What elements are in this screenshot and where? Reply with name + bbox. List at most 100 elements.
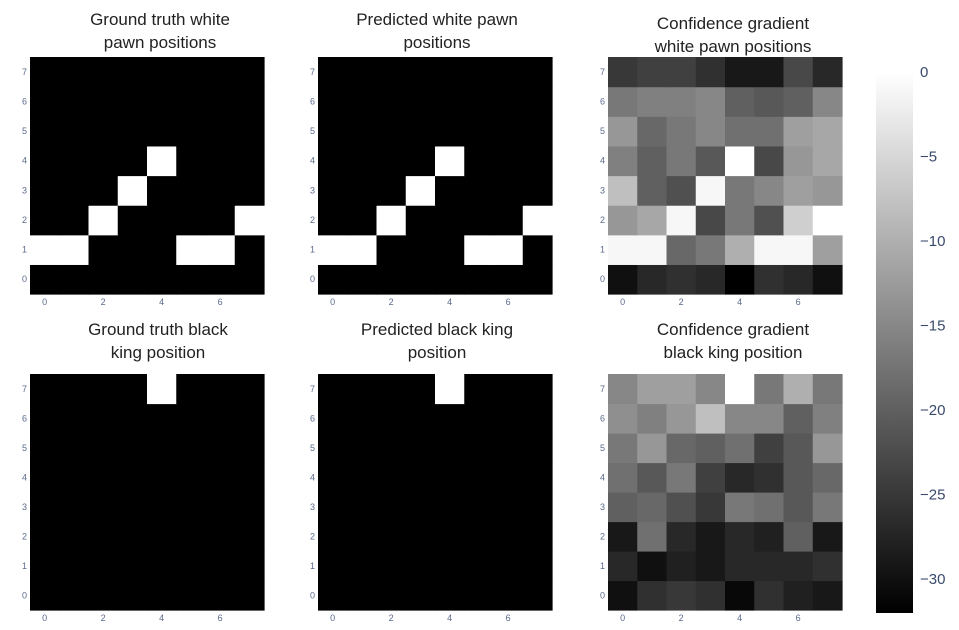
- heatmap-cell: [405, 492, 436, 523]
- y-tick-label: 0: [22, 590, 27, 600]
- heatmap-cell: [176, 403, 207, 434]
- heatmap-cell: [695, 433, 726, 464]
- y-tick-label: 4: [22, 156, 27, 166]
- heatmap-cell: [147, 521, 177, 552]
- heatmap-cell: [435, 175, 465, 206]
- heatmap-cell: [147, 57, 177, 88]
- heatmap-cell: [347, 205, 378, 236]
- heatmap-cell: [754, 580, 785, 611]
- heatmap-cell: [812, 492, 843, 523]
- heatmap-cell: [754, 551, 785, 582]
- heatmap-cell: [88, 462, 119, 493]
- heatmap-cell: [608, 145, 638, 177]
- y-tick-label: 6: [600, 413, 605, 423]
- heatmap-cell: [347, 234, 378, 265]
- heatmap-cell: [754, 374, 785, 405]
- heatmap-cell: [30, 86, 60, 117]
- heatmap-cell: [205, 580, 236, 611]
- heatmap-cell: [435, 145, 465, 177]
- panel-6-title-line-2: black king position: [664, 343, 803, 362]
- heatmap-cell: [117, 433, 148, 464]
- heatmap-cell: [725, 521, 755, 552]
- heatmap-cell: [205, 57, 236, 88]
- x-tick-label: 6: [506, 297, 511, 307]
- y-tick-label: 2: [600, 531, 605, 541]
- heatmap-cell: [637, 374, 668, 405]
- heatmap-cell: [318, 551, 348, 582]
- y-tick-label: 2: [22, 531, 27, 541]
- heatmap-cell: [637, 492, 668, 523]
- panel-5-title-line-2: position: [408, 343, 467, 362]
- heatmap-cell: [376, 580, 407, 611]
- heatmap-cell: [30, 234, 60, 265]
- heatmap-cell: [754, 264, 785, 295]
- heatmap-cell: [147, 264, 177, 295]
- heatmap-cell: [147, 205, 177, 236]
- heatmap-cell: [376, 175, 407, 206]
- heatmap-cell: [347, 86, 378, 117]
- x-tick-label: 4: [159, 613, 164, 623]
- heatmap-cell: [30, 492, 60, 523]
- y-tick-label: 7: [600, 384, 605, 394]
- heatmap-cell: [435, 403, 465, 434]
- heatmap-cell: [812, 374, 843, 405]
- heatmap-cell: [435, 492, 465, 523]
- heatmap-cell: [493, 205, 524, 236]
- heatmap-cell: [464, 86, 495, 117]
- heatmap-cell: [376, 462, 407, 493]
- heatmap-cell: [347, 403, 378, 434]
- y-tick-label: 2: [310, 215, 315, 225]
- heatmap-cell: [783, 462, 814, 493]
- heatmap-cell: [376, 492, 407, 523]
- heatmap-cell: [435, 551, 465, 582]
- heatmap-cell: [666, 580, 697, 611]
- heatmap-cell: [608, 116, 638, 147]
- heatmap-cell: [88, 175, 119, 206]
- heatmap-cell: [376, 433, 407, 464]
- y-tick-label: 7: [600, 67, 605, 77]
- colorbar-tick-label: −5: [920, 149, 937, 166]
- heatmap-cell: [234, 580, 265, 611]
- heatmap-cell: [666, 403, 697, 434]
- heatmap-cell: [435, 433, 465, 464]
- heatmap-cell: [608, 403, 638, 434]
- heatmap-cell: [522, 374, 553, 405]
- heatmap-cell: [725, 492, 755, 523]
- heatmap-cell: [812, 86, 843, 117]
- heatmap-cell: [608, 580, 638, 611]
- heatmap-cell: [725, 551, 755, 582]
- heatmap-cell: [318, 86, 348, 117]
- heatmap-cell: [59, 403, 90, 434]
- heatmap-panel-3: 0 1 2 3 4 5 6 7 0 2 4 6: [600, 57, 843, 307]
- colorbar-tick-label: −30: [920, 571, 945, 588]
- panel-3-title-line-1: Confidence gradient: [657, 14, 809, 33]
- heatmap-cell: [30, 521, 60, 552]
- panel-6-title-line-1: Confidence gradient: [657, 320, 809, 339]
- heatmap-cell: [147, 374, 177, 405]
- heatmap-cell: [405, 205, 436, 236]
- heatmap-cell: [783, 57, 814, 88]
- heatmap-cell: [522, 234, 553, 265]
- heatmap-cell: [59, 433, 90, 464]
- x-tick-label: 0: [620, 613, 625, 623]
- heatmap-cell: [493, 86, 524, 117]
- heatmap-cell: [493, 551, 524, 582]
- heatmap-cell: [464, 175, 495, 206]
- heatmap-cell: [318, 433, 348, 464]
- colorbar-tick-label: −10: [920, 233, 945, 250]
- heatmap-cell: [347, 116, 378, 147]
- x-tick-label: 4: [447, 613, 452, 623]
- x-tick-label: 0: [620, 297, 625, 307]
- heatmap-cell: [88, 57, 119, 88]
- heatmap-panel-5: 0 1 2 3 4 5 6 7 0 2 4 6: [310, 374, 553, 623]
- heatmap-cell: [88, 433, 119, 464]
- heatmap-cell: [176, 492, 207, 523]
- heatmap-cell: [637, 433, 668, 464]
- heatmap-cell: [117, 521, 148, 552]
- heatmap-cell: [318, 205, 348, 236]
- heatmap-cell: [783, 403, 814, 434]
- heatmap-cell: [493, 521, 524, 552]
- heatmap-cell: [176, 264, 207, 295]
- colorbar-tick-label: −20: [920, 402, 945, 419]
- heatmap-cell: [435, 580, 465, 611]
